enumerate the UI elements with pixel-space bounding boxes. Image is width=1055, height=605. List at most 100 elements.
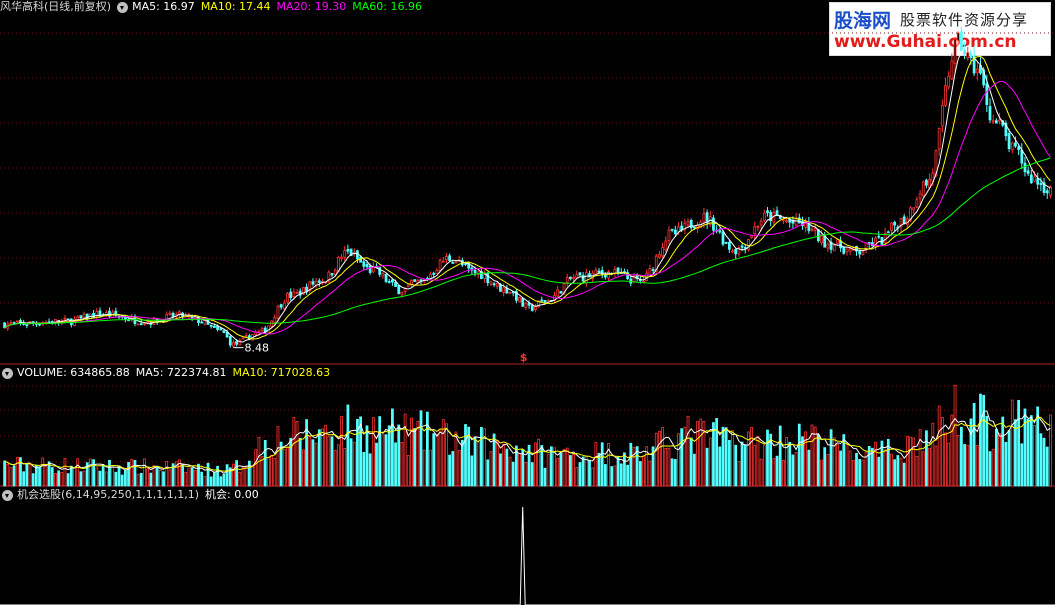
candle-body (839, 240, 842, 249)
candle-body (168, 312, 172, 315)
volume-bar (982, 394, 986, 487)
volume-bar (499, 453, 502, 487)
volume-bar (883, 449, 887, 487)
volume-bar (759, 458, 763, 487)
candle-body (540, 299, 544, 302)
candle-body (1004, 122, 1008, 137)
volume-bar (200, 471, 204, 487)
volume-bar (673, 459, 677, 487)
volume-bar (146, 468, 150, 487)
volume-bar (384, 434, 388, 487)
volume-bar (740, 441, 744, 487)
volume-bar (677, 433, 680, 487)
candle-body (826, 243, 830, 249)
volume-bar (139, 472, 143, 487)
indicator-panel-header: 机会选股(6,14,95,250,1,1,1,1,1,1) 机会: 0.00 (0, 488, 265, 502)
candle-body (661, 247, 664, 257)
candle-body (810, 228, 814, 231)
candle-body (785, 220, 788, 223)
volume-bar (371, 417, 375, 487)
candle-body (947, 75, 951, 88)
volume-bar (750, 426, 753, 487)
volume-bar (546, 453, 550, 487)
candle-body (213, 325, 216, 328)
candle-body (368, 265, 372, 273)
candle-body (797, 217, 801, 224)
volume-bar (489, 451, 493, 487)
signal-marker: $ (520, 351, 528, 364)
candle-body (308, 281, 312, 292)
candle-body (883, 232, 887, 244)
volume-bar (591, 467, 595, 487)
volume-bar (95, 467, 99, 487)
dropdown-icon[interactable] (2, 367, 13, 379)
volume-bar (731, 430, 734, 487)
candle-body (486, 273, 490, 284)
volume-bar (314, 442, 318, 487)
dropdown-icon[interactable] (117, 1, 129, 13)
volume-bar (457, 450, 461, 487)
volume-bar (530, 462, 534, 487)
volume-bar (877, 456, 881, 487)
volume-bar (886, 438, 890, 487)
candle-body (232, 341, 235, 347)
volume-bar (845, 443, 849, 487)
volume-ma10-value: MA10: 717028.63 (232, 366, 331, 379)
volume-bar (391, 408, 394, 487)
candle-body (136, 323, 140, 326)
volume-bar (871, 447, 874, 487)
volume-bar (352, 441, 356, 487)
candle-body (114, 310, 118, 316)
candle-body (492, 283, 496, 286)
candle-body (12, 321, 16, 324)
candle-body (1010, 142, 1014, 150)
candle-body (209, 324, 213, 327)
volume-bar (480, 427, 483, 487)
price-chart[interactable]: 8.48 $ (0, 0, 1055, 365)
volume-bar (413, 428, 417, 487)
volume-bar (839, 450, 842, 487)
volume-bar (632, 446, 636, 487)
watermark-url: www.Guhai.com.cn (834, 32, 1017, 52)
candle-body (524, 303, 528, 308)
volume-bar (292, 416, 296, 487)
volume-bar (613, 465, 617, 487)
candle-body (47, 321, 51, 324)
volume-bar (851, 460, 855, 487)
watermark-brand: 股海网 (834, 10, 892, 32)
volume-bar (235, 460, 239, 487)
candle-body (295, 291, 299, 294)
candle-body (238, 339, 242, 346)
candle-body (225, 331, 229, 338)
volume-value: VOLUME: 634865.88 (17, 366, 130, 379)
dropdown-icon[interactable] (2, 489, 13, 501)
indicator-name: 机会选股(6,14,95,250,1,1,1,1,1,1) (17, 488, 200, 501)
volume-bar (937, 405, 941, 487)
volume-bar (648, 460, 652, 487)
volume-bar (333, 449, 337, 487)
candle-body (858, 250, 862, 255)
volume-bar (702, 421, 706, 487)
volume-chart[interactable] (0, 380, 1055, 487)
volume-bar (298, 437, 302, 487)
volume-bar (651, 446, 655, 487)
volume-bar (905, 435, 909, 487)
volume-bar (1017, 399, 1021, 487)
candle-body (712, 217, 715, 231)
candle-body (654, 255, 658, 273)
volume-bar (823, 447, 827, 487)
volume-bar (518, 453, 521, 487)
candle-body (600, 270, 604, 275)
volume-bar (762, 444, 766, 487)
volume-bar (616, 456, 620, 487)
candle-body (886, 231, 890, 234)
volume-bar (171, 463, 175, 487)
volume-bar (213, 472, 216, 487)
volume-bar (209, 476, 213, 487)
volume-bar (705, 447, 709, 487)
indicator-chart[interactable] (0, 502, 1055, 605)
ma10-value: MA10: 17.44 (200, 0, 271, 13)
volume-bar (931, 422, 935, 487)
candle-body (667, 229, 671, 241)
volume-bar (956, 434, 960, 487)
